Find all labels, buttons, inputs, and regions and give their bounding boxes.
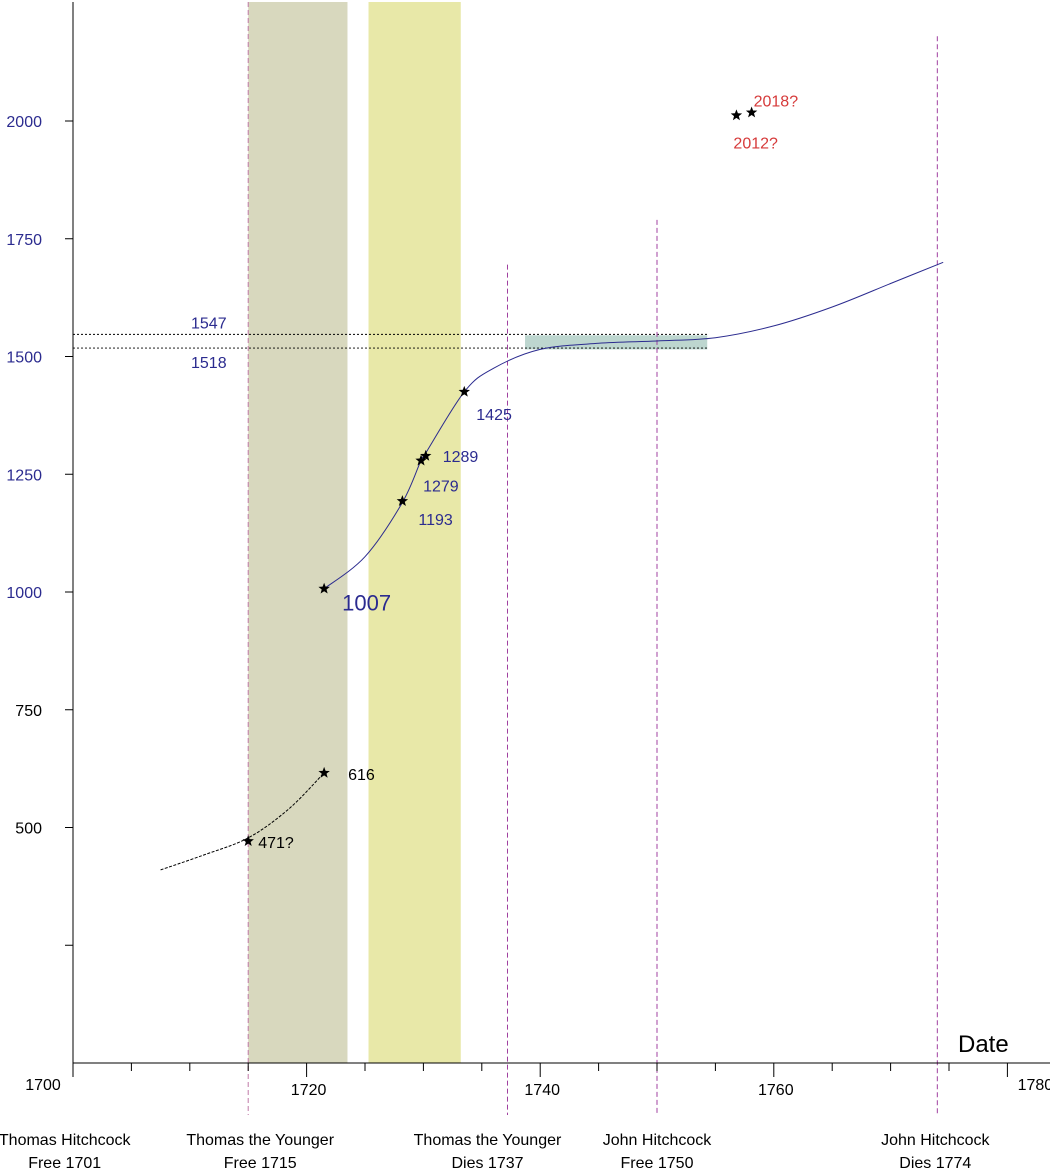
data-label-616: 616	[348, 767, 375, 784]
x-tick-label-1720: 1720	[291, 1082, 327, 1099]
y-tick-label-1000: 1000	[6, 585, 42, 602]
data-label-1425: 1425	[476, 407, 512, 424]
event-annotations: Thomas Hitchcock Free 1701 Thomas the Youn…	[0, 1132, 991, 1172]
shaded-band-1	[248, 2, 348, 1063]
reference-lines	[73, 333, 708, 349]
series-1-curve	[160, 772, 325, 871]
data-label-2018: 2018?	[754, 94, 799, 111]
x-tick-label-1740: 1740	[524, 1082, 560, 1099]
data-point-2012	[730, 109, 743, 121]
annotation-1-line1: Thomas Hitchcock	[0, 1132, 131, 1149]
data-labels: 1547 1518 471? 616 1007 1193 1279 1289 1425 2012?…	[191, 94, 798, 853]
annotation-5-line2: Dies 1774	[899, 1155, 971, 1172]
x-tick-label-1700: 1700	[25, 1077, 61, 1094]
data-point-1425	[458, 385, 470, 397]
annotation-2-line1: Thomas the Younger	[186, 1132, 334, 1149]
annotation-4-line2: Free 1750	[621, 1155, 694, 1172]
data-point-1193	[396, 495, 409, 506]
y-tick-label-2000: 2000	[6, 114, 42, 131]
y-tick-label-1250: 1250	[6, 467, 42, 484]
data-label-1193: 1193	[418, 512, 453, 529]
axes: 500 750 1000 1250 1500 1750 2000 1700 1720 1740 17…	[6, 2, 1050, 1099]
y-tick-label-750: 750	[15, 703, 42, 720]
annotation-3-line1: Thomas the Younger	[414, 1132, 562, 1149]
x-tick-label-1760: 1760	[758, 1082, 794, 1099]
x-axis-label: Date	[958, 1031, 1009, 1058]
event-lines	[247, 2, 938, 1115]
annotation-3-line2: Dies 1737	[451, 1155, 523, 1172]
shaded-bands	[248, 2, 708, 1063]
reference-label-1518: 1518	[191, 355, 227, 372]
shaded-band-2	[368, 2, 461, 1063]
annotation-4-line1: John Hitchcock	[603, 1132, 712, 1149]
x-tick-label-1780: 1780	[1018, 1077, 1050, 1094]
data-label-2012: 2012?	[733, 135, 778, 152]
data-point-1279	[415, 454, 427, 466]
y-tick-label-1750: 1750	[6, 232, 42, 249]
reference-label-1547: 1547	[191, 315, 227, 332]
data-series	[160, 106, 944, 871]
data-point-616	[318, 766, 330, 778]
data-label-471: 471?	[258, 835, 294, 852]
data-label-1279: 1279	[423, 479, 459, 496]
series-2-curve	[323, 261, 944, 590]
data-point-2018	[745, 106, 758, 118]
annotation-1-line2: Free 1701	[28, 1155, 101, 1172]
data-label-1007: 1007	[342, 591, 391, 616]
annotation-5-line1: John Hitchcock	[881, 1132, 990, 1149]
data-point-1007	[318, 582, 330, 594]
data-point-1289	[420, 449, 432, 461]
data-point-471	[242, 835, 254, 847]
data-label-1289: 1289	[443, 449, 479, 466]
annotation-2-line2: Free 1715	[224, 1155, 297, 1172]
y-tick-label-500: 500	[15, 821, 42, 838]
y-tick-label-1500: 1500	[6, 350, 42, 367]
